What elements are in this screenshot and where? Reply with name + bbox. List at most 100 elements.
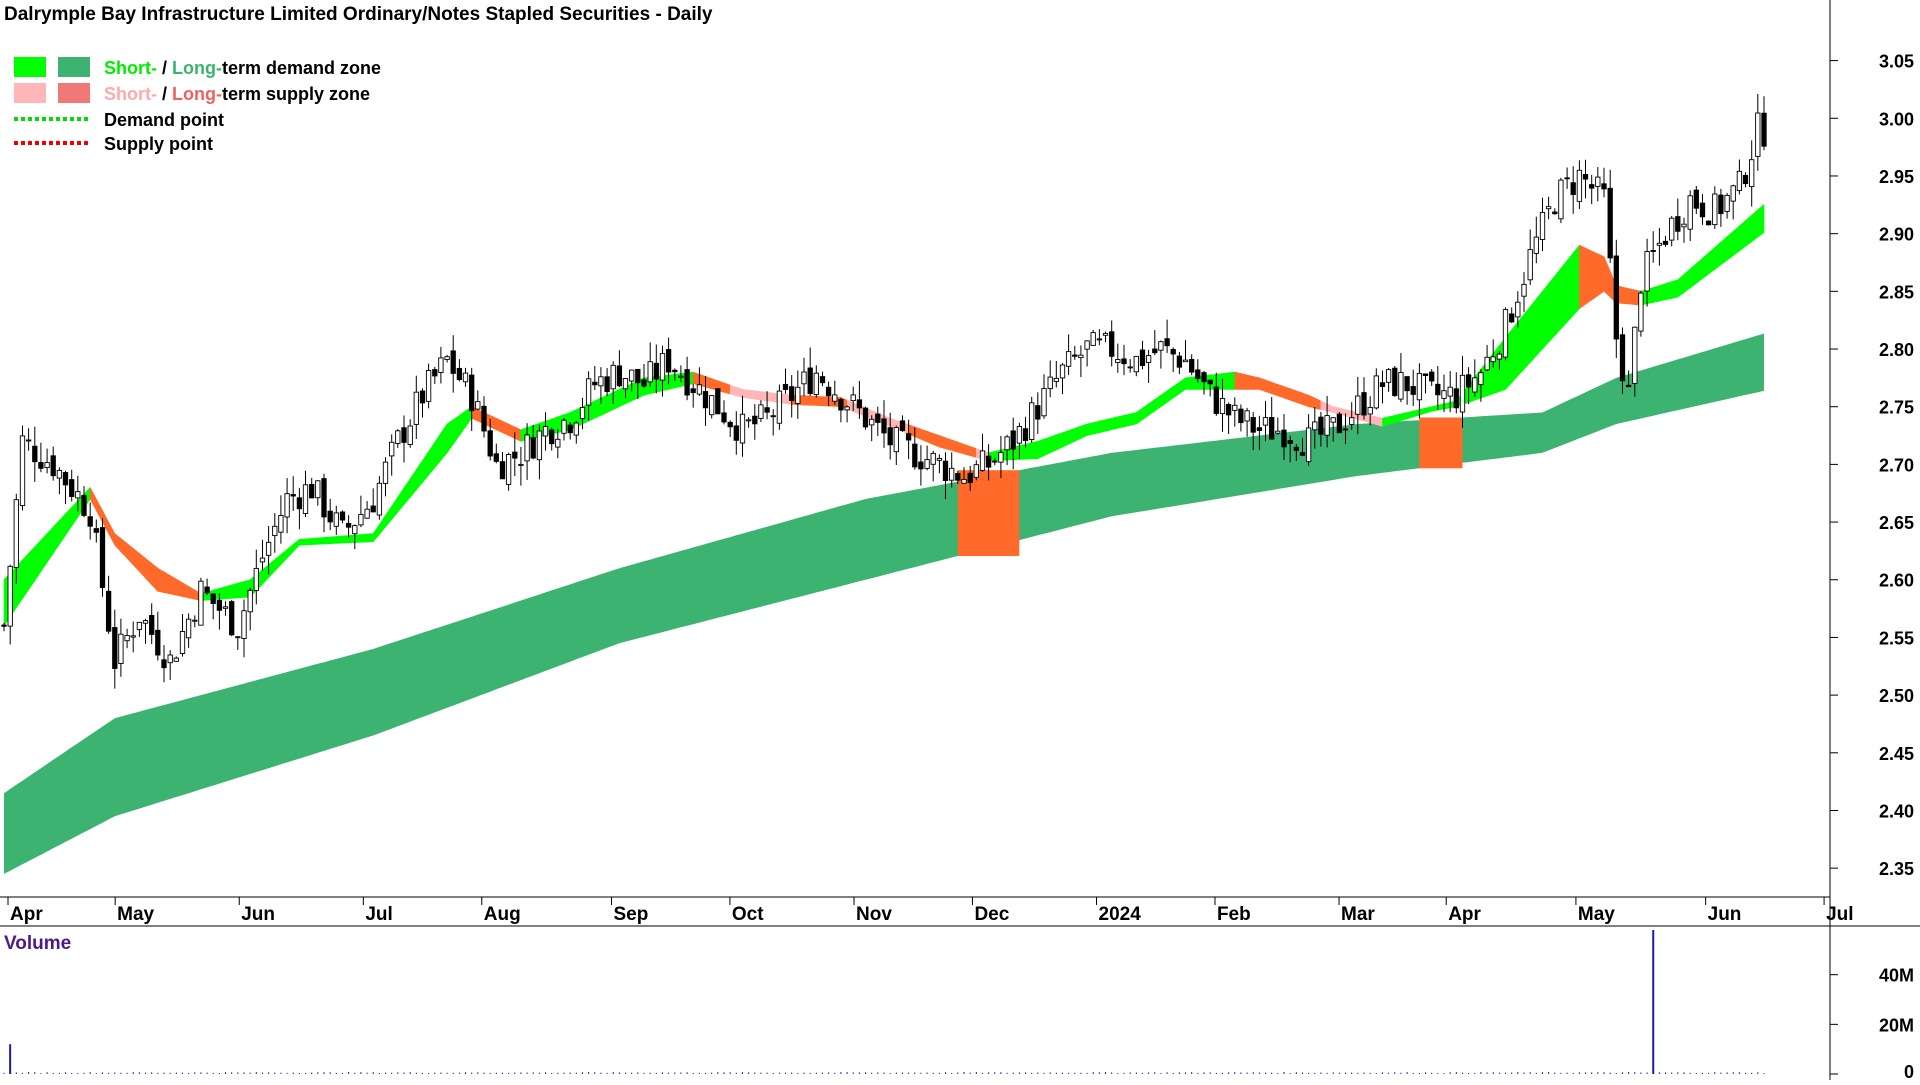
candle-body (1133, 355, 1139, 373)
candle-body (1718, 194, 1724, 215)
candle-body (118, 633, 124, 664)
candle-body (1065, 351, 1072, 367)
short-term-zone-segment (1369, 415, 1377, 425)
short-term-zone-segment (1597, 253, 1605, 297)
x-tick-label: May (117, 904, 154, 925)
candle-body (622, 378, 629, 390)
short-term-zone-segment (1566, 252, 1574, 323)
y-tick-label: 2.95 (1879, 167, 1914, 187)
short-term-zone-segment (969, 445, 977, 458)
candle-body (629, 369, 635, 382)
volume-tick-label: 40M (1879, 966, 1914, 986)
candle-body (1625, 384, 1632, 388)
candle-body (1533, 236, 1539, 254)
candle-body (413, 391, 419, 425)
candle-body (1447, 386, 1453, 397)
candle-body (1349, 417, 1355, 425)
candle-body (364, 508, 370, 519)
candle-body (592, 381, 598, 386)
candle-body (1724, 194, 1730, 212)
candle-body (1385, 369, 1392, 383)
candle-body (1601, 183, 1607, 190)
candle-body (425, 370, 432, 402)
candle-body (438, 357, 444, 373)
short-term-zone-segment (1043, 436, 1051, 457)
candle-body (1755, 112, 1761, 157)
candle-body (1213, 386, 1219, 414)
candle-body (825, 386, 832, 397)
candle-body (739, 413, 746, 444)
candle-body (721, 412, 727, 423)
candle-body (1373, 375, 1379, 409)
short-term-zone-segment (957, 441, 965, 455)
volume-label: Volume (4, 933, 71, 954)
candle-body (1250, 417, 1256, 433)
short-term-zone-segment (1523, 305, 1531, 370)
candle-body (222, 606, 229, 609)
candle-body (1619, 334, 1626, 382)
candle-body (1072, 354, 1078, 357)
candle-body (456, 367, 463, 381)
candle-body (1102, 332, 1109, 336)
x-tick-label: Feb (1217, 904, 1251, 925)
candle-body (1410, 386, 1416, 395)
short-term-zone-segment (1296, 390, 1303, 405)
short-term-zone-segment (742, 389, 749, 399)
short-term-zone-segment (951, 439, 959, 453)
short-term-zone-segment (674, 373, 682, 389)
short-term-zone-segment (1388, 415, 1396, 425)
legend: Short- / Long-term demand zone Short- / … (14, 57, 381, 154)
candle-body (1749, 159, 1755, 188)
candle-body (192, 619, 198, 622)
candle-body (395, 430, 401, 444)
candle-body (598, 376, 604, 387)
candle-body (702, 391, 709, 409)
candle-body (1712, 193, 1718, 226)
candle-body (1004, 436, 1010, 451)
short-term-zone-segment (502, 420, 509, 436)
short-term-zone-segment (1074, 425, 1082, 442)
candle-body (38, 462, 44, 469)
y-tick-label: 3.00 (1879, 109, 1914, 129)
short-term-zone-segment (299, 538, 306, 546)
y-tick-label: 2.40 (1879, 801, 1914, 821)
y-tick-label: 2.60 (1879, 571, 1914, 591)
candle-body (992, 460, 998, 463)
candle-body (112, 627, 118, 669)
x-tick-label: Dec (974, 904, 1009, 925)
legend-short-supply-swatch (14, 83, 46, 103)
x-tick-label: May (1578, 904, 1615, 925)
candle-body (499, 461, 506, 480)
candle-body (1416, 372, 1423, 401)
candle-body (1281, 429, 1287, 448)
candle-body (1139, 349, 1146, 366)
candle-body (678, 375, 684, 378)
volume-bars (3, 930, 1765, 1074)
short-term-zone-segment (231, 582, 239, 599)
short-term-zone-segment (1123, 413, 1131, 428)
candle-body (1705, 220, 1712, 226)
candle-body (1632, 326, 1638, 384)
y-tick-label: 2.75 (1879, 398, 1914, 418)
volume-tick-label: 0 (1904, 1062, 1914, 1080)
candle-body (715, 388, 721, 415)
short-term-zone-segment (1185, 376, 1192, 390)
candle-body (1047, 376, 1053, 390)
candle-body (789, 386, 795, 401)
short-term-zone-segment (1745, 214, 1752, 247)
candle-body (247, 589, 253, 613)
short-term-zone-segment (822, 396, 829, 407)
candle-body (1293, 446, 1299, 451)
candle-body (401, 427, 407, 443)
candle-body (1595, 176, 1601, 187)
candle-body (961, 478, 967, 484)
short-term-zone-segment (1720, 236, 1728, 266)
x-tick-label: Jun (1708, 904, 1742, 925)
short-term-zone-segment (1025, 442, 1032, 460)
candle-body (7, 565, 13, 627)
candle-body (1219, 398, 1226, 415)
candle-body (936, 458, 943, 461)
short-term-zone-segment (1585, 247, 1592, 305)
candle-body (1164, 338, 1170, 347)
